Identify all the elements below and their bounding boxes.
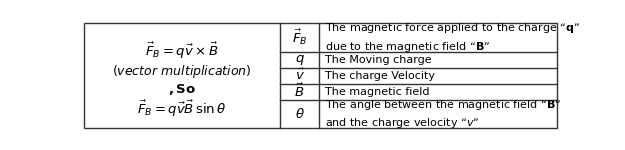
Text: The magnetic field: The magnetic field: [325, 87, 429, 97]
Text: $\vec{v}$: $\vec{v}$: [294, 68, 304, 83]
Text: $\vec{F}_B = q\vec{v} \times \vec{B}$: $\vec{F}_B = q\vec{v} \times \vec{B}$: [145, 40, 219, 60]
Text: $\mathbf{,So}$: $\mathbf{,So}$: [168, 82, 196, 97]
Text: The Moving charge: The Moving charge: [325, 55, 431, 65]
Text: $\vec{F}_B$: $\vec{F}_B$: [292, 28, 308, 47]
Text: $(\mathit{vector\ multiplication})$: $(\mathit{vector\ multiplication})$: [112, 63, 252, 80]
Text: $q$: $q$: [294, 53, 304, 67]
Text: $\theta$: $\theta$: [294, 107, 304, 121]
Text: $\vec{F}_B = q\vec{v}\vec{B}\,\sin\theta$: $\vec{F}_B = q\vec{v}\vec{B}\,\sin\theta…: [138, 99, 227, 119]
Text: $\vec{B}$: $\vec{B}$: [294, 83, 304, 100]
Text: The charge Velocity: The charge Velocity: [325, 71, 435, 81]
Text: The magnetic force applied to the charge “$\mathit{\mathbf{q}}$”
due to the magn: The magnetic force applied to the charge…: [325, 21, 580, 54]
Text: The angle between the magnetic field “$\mathit{\mathbf{B}}$”
and the charge velo: The angle between the magnetic field “$\…: [325, 98, 561, 130]
